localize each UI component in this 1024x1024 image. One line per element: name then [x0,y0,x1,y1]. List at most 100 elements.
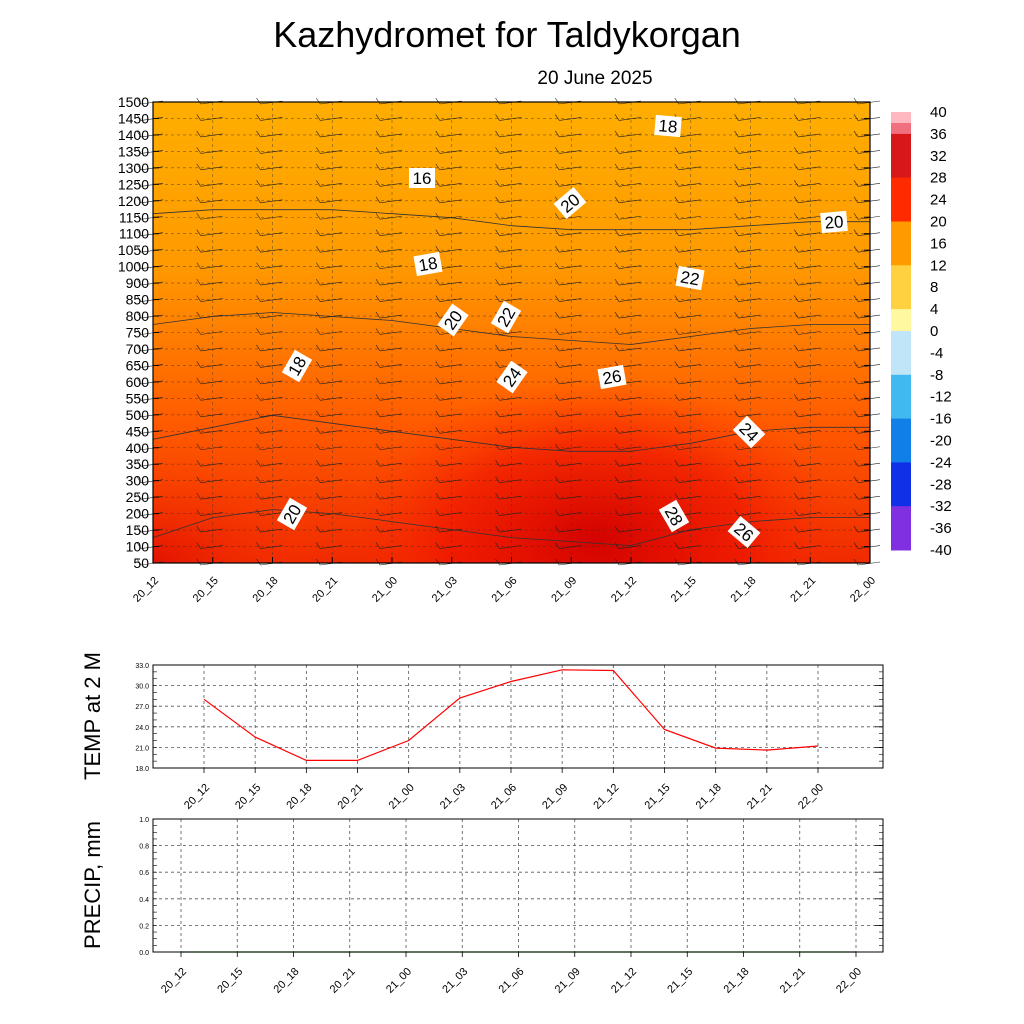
temp-xtick-label: 21_21 [745,782,775,812]
wind-barb-flag [196,311,201,319]
wind-barb-flag [316,427,321,434]
wind-barb [678,397,701,401]
wind-barb [499,265,522,269]
wind-barb-flag [555,525,560,533]
wind-barb-flag [853,558,859,566]
wind-barb-flag [853,542,859,549]
wind-barb-flag [136,509,142,516]
wind-barb [320,364,343,368]
wind-barb-flag [375,278,381,286]
contour-label-bg [597,364,627,390]
wind-barb-flag [674,492,679,500]
wind-barb [140,150,164,154]
wind-barb [439,545,462,549]
wind-barb [379,199,403,204]
colorbar-label: 12 [930,257,947,274]
wind-barb-flag [853,229,859,236]
wind-barb [260,215,283,220]
wind-barb-flag [375,558,381,566]
wind-barb-flag [674,476,679,483]
wind-barb [499,512,522,516]
wind-barb [200,512,223,516]
wind-barb-flag [435,246,440,253]
wind-barb [140,117,164,121]
xs-ytick-label: 350 [126,456,150,472]
wind-barb [439,380,462,385]
wind-barb-flag [674,427,679,434]
precip-xtick-label: 21_12 [609,966,639,996]
wind-barb-flag [495,492,500,500]
wind-barb [798,347,821,352]
wind-barb [499,347,522,352]
wind-barb-flag [794,361,799,368]
wind-barb-flag [435,180,440,187]
wind-barb [678,133,701,138]
wind-barb [439,495,462,500]
wind-barb-flag [495,180,500,187]
wind-barb [559,462,582,467]
wind-barb [499,166,522,171]
wind-barb [738,199,761,204]
wind-barb [140,248,164,253]
contour-label-bg [496,360,528,394]
wind-barb [738,347,761,352]
precip-ytick-label: 0.4 [139,897,149,904]
wind-barb-flag [256,509,261,516]
xs-xtick-label: 21_12 [609,575,639,605]
wind-barb-flag [375,262,381,269]
wind-barb-flag [614,492,620,500]
precip-xtick-label: 21_15 [665,966,695,996]
precip-panel: PRECIP, mm 0.0 0.2 0.4 0.6 0.8 1.0 20_12 20_15… [80,817,884,996]
wind-barb [260,512,283,516]
wind-barb [678,248,701,253]
wind-barb-flag [734,311,739,319]
wind-barb-flag [674,377,679,385]
wind-barb-flag [435,377,440,385]
wind-barb-flag [435,443,440,450]
wind-barb [379,248,403,253]
wind-barb [260,166,283,171]
wind-barb-flag [316,361,321,368]
wind-barb-flag [375,246,381,253]
wind-barb-flag [853,196,859,203]
wind-barb-flag [555,427,560,434]
contour-label: 26 [597,364,627,390]
wind-barb [200,232,223,237]
wind-barb [439,248,462,253]
contour-label-text: 22 [679,267,701,289]
temp-ylabel: TEMP at 2 M [80,652,105,780]
precip-ytick-label: 0.2 [139,923,149,930]
wind-barb-flag [794,377,799,385]
wind-barb [140,512,164,516]
temp-series-line [203,669,819,762]
wind-barb [260,413,283,418]
wind-barb [140,364,164,368]
wind-barb-flag [256,246,261,253]
wind-barb [200,133,223,138]
wind-barb [798,248,821,253]
wind-barb-flag [734,213,739,220]
xs-ytick-label: 1350 [118,143,149,159]
wind-barb-flag [435,97,440,105]
wind-barb [379,446,403,451]
wind-barb-flag [495,427,500,434]
wind-barb-flag [256,180,261,187]
wind-barb [260,364,283,368]
wind-barb-flag [435,130,440,138]
wind-barb [320,298,343,302]
wind-barb-flag [614,114,620,121]
contour-label-text: 26 [601,366,623,388]
colorbar-swatch [891,440,911,452]
wind-barb-flag [794,427,799,434]
temp-xtick-label: 21_09 [540,782,570,812]
wind-barb-flag [614,476,620,483]
wind-barb [559,215,582,220]
wind-barb [320,331,343,335]
wind-barb-flag [555,328,560,335]
wind-barb [320,150,343,154]
wind-barb-flag [495,361,500,368]
wind-barb-flag [555,130,560,138]
wind-barb [320,248,343,253]
colorbar-label: 4 [930,301,938,318]
